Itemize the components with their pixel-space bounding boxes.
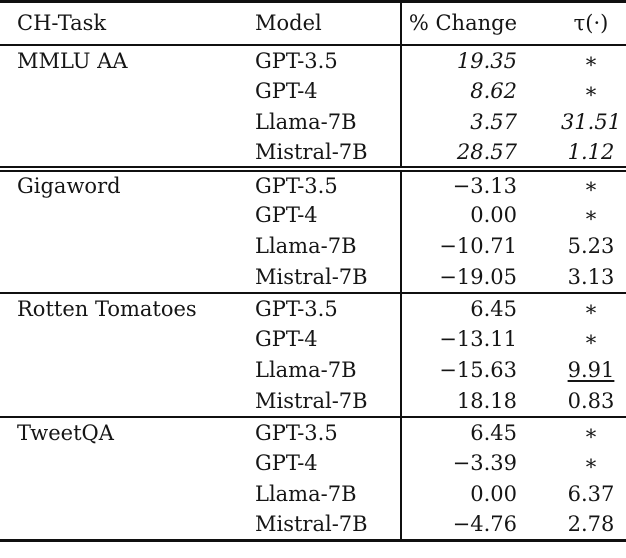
model-cell: GPT-3.5	[255, 48, 338, 73]
pct-change-cell: −13.11	[400, 323, 527, 355]
task-cell-empty	[0, 324, 255, 355]
pct-change-cell: 19.35	[400, 44, 527, 76]
model-cell: GPT-3.5	[255, 173, 338, 198]
pct-change-cell: 18.18	[400, 385, 527, 417]
column-header-ch-task: CH-Task	[17, 11, 107, 36]
model-cell: GPT-3.5	[255, 296, 338, 321]
tau-cell: 2.78	[567, 512, 615, 537]
model-cell: GPT-4	[255, 79, 318, 103]
column-header-pct-change: % Change	[400, 1, 527, 45]
model-cell: GPT-3.5	[255, 420, 338, 445]
tau-cell: 31.51	[560, 110, 622, 134]
task-cell-empty	[0, 231, 255, 262]
table-row: Mistral-7B −19.05 3.13	[0, 261, 626, 293]
tau-cell: ∗	[583, 296, 599, 321]
table-row: GPT-4 8.62 ∗	[0, 75, 626, 107]
pct-change-cell: −15.63	[400, 354, 527, 386]
model-cell: Llama-7B	[255, 234, 357, 258]
tau-cell: ∗	[583, 203, 599, 227]
tau-cell: 6.37	[567, 482, 615, 506]
pct-change-cell: 0.00	[400, 478, 527, 510]
column-header-model: Model	[255, 11, 322, 36]
table-row: GPT-4 −3.39 ∗	[0, 447, 626, 479]
table-row: Llama-7B −10.71 5.23	[0, 230, 626, 262]
task-cell-empty	[0, 107, 255, 138]
task-cell: Rotten Tomatoes	[17, 296, 197, 321]
tau-cell: ∗	[583, 48, 599, 73]
tau-cell: ∗	[583, 79, 599, 103]
table-row: Mistral-7B 28.57 1.12	[0, 137, 626, 169]
table-row: Llama-7B −15.63 9.91	[0, 354, 626, 386]
task-cell: Gigaword	[17, 173, 121, 198]
task-cell-empty	[0, 76, 255, 107]
task-cell-empty	[0, 138, 255, 169]
tau-cell: 9.91	[567, 358, 615, 382]
task-cell-empty	[0, 479, 255, 510]
model-cell: Mistral-7B	[255, 264, 368, 289]
model-cell: Mistral-7B	[255, 512, 368, 537]
tau-cell: ∗	[583, 327, 599, 351]
column-header-tau: τ(·)	[573, 11, 609, 36]
model-cell: Llama-7B	[255, 110, 357, 134]
table-row: Rotten Tomatoes GPT-3.5 6.45 ∗	[0, 292, 626, 324]
model-cell: Mistral-7B	[255, 388, 368, 413]
pct-change-cell: 0.00	[400, 199, 527, 231]
task-cell-empty	[0, 386, 255, 417]
pct-change-cell: 8.62	[400, 75, 527, 107]
tau-cell: 5.23	[567, 234, 615, 258]
table-row: Mistral-7B 18.18 0.83	[0, 385, 626, 417]
pct-change-cell: −4.76	[400, 509, 527, 541]
task-cell: MMLU AA	[17, 48, 128, 73]
pct-change-cell: −3.39	[400, 447, 527, 479]
results-table: CH-Task Model % Change τ(·) MMLU AA GPT-3…	[0, 0, 626, 542]
task-cell: TweetQA	[17, 420, 114, 445]
pct-change-cell: 6.45	[400, 416, 527, 448]
task-cell-empty	[0, 510, 255, 541]
task-cell-empty	[0, 262, 255, 293]
pct-change-cell: 3.57	[400, 106, 527, 138]
tau-cell: 3.13	[567, 264, 615, 289]
table-body: MMLU AA GPT-3.5 19.35 ∗ GPT-4 8.62 ∗ Llama-7B 3.…	[0, 44, 626, 541]
tau-cell: 0.83	[567, 388, 615, 413]
tau-cell: ∗	[583, 420, 599, 445]
model-cell: Llama-7B	[255, 482, 357, 506]
pct-change-cell: −10.71	[400, 230, 527, 262]
tau-cell: 1.12	[567, 139, 615, 164]
tau-cell: ∗	[583, 173, 599, 198]
pct-change-cell: −3.13	[400, 168, 527, 200]
table-row: MMLU AA GPT-3.5 19.35 ∗	[0, 44, 626, 76]
model-cell: Mistral-7B	[255, 139, 368, 164]
task-cell-empty	[0, 200, 255, 231]
tau-cell: ∗	[583, 451, 599, 475]
pct-change-cell: 6.45	[400, 292, 527, 324]
table-row: Mistral-7B −4.76 2.78	[0, 509, 626, 541]
task-cell-empty	[0, 448, 255, 479]
task-cell-empty	[0, 355, 255, 386]
model-cell: GPT-4	[255, 203, 318, 227]
table-row: Llama-7B 3.57 31.51	[0, 106, 626, 138]
table-row: GPT-4 −13.11 ∗	[0, 323, 626, 355]
header-row: CH-Task Model % Change τ(·)	[0, 1, 626, 45]
model-cell: Llama-7B	[255, 358, 357, 382]
table-row: Llama-7B 0.00 6.37	[0, 478, 626, 510]
pct-change-cell: 28.57	[400, 137, 527, 169]
pct-change-cell: −19.05	[400, 261, 527, 293]
table-row: TweetQA GPT-3.5 6.45 ∗	[0, 416, 626, 448]
model-cell: GPT-4	[255, 451, 318, 475]
model-cell: GPT-4	[255, 327, 318, 351]
table-row: Gigaword GPT-3.5 −3.13 ∗	[0, 168, 626, 200]
table-header: CH-Task Model % Change τ(·)	[0, 1, 626, 45]
table-row: GPT-4 0.00 ∗	[0, 199, 626, 231]
